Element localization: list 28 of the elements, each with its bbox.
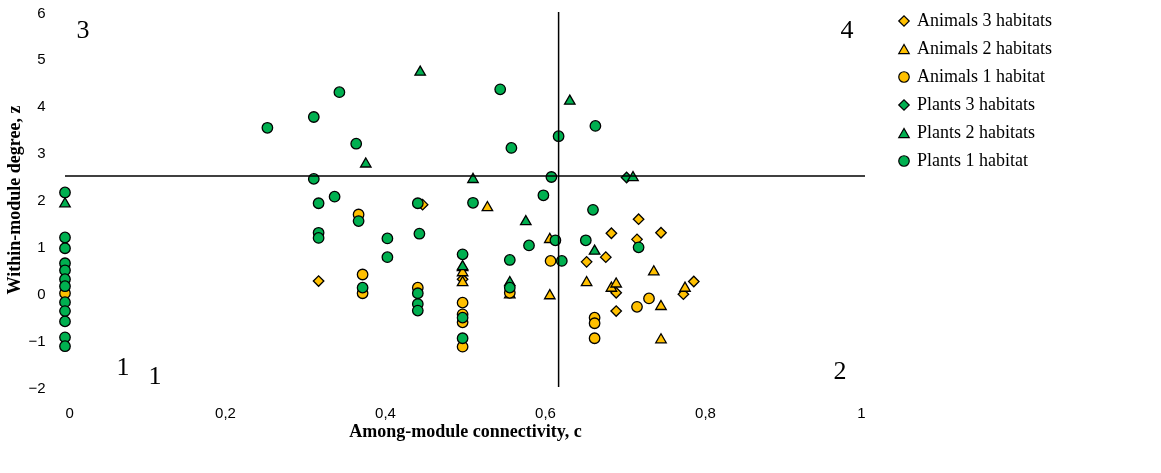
y-tick-label: 2 xyxy=(37,191,46,208)
y-tick-label: −1 xyxy=(28,331,46,349)
y-axis-title: Within-module degree, z xyxy=(4,105,25,295)
x-tick-label: 0,6 xyxy=(535,403,556,421)
x-tick-label: 0,8 xyxy=(695,403,716,421)
y-tick-label: 1 xyxy=(37,237,46,255)
x-tick-label: 0,2 xyxy=(215,403,236,421)
legend-label: Plants 1 habitat xyxy=(917,150,1028,170)
y-tick-label: 3 xyxy=(37,144,46,162)
annotation: 2 xyxy=(833,356,847,385)
annotation: 4 xyxy=(840,15,854,44)
x-tick-label: 0,4 xyxy=(375,403,396,421)
annotation: 3 xyxy=(76,15,90,44)
annotation: 1 xyxy=(116,352,130,381)
y-tick-label: 6 xyxy=(37,3,46,21)
y-tick-label: 5 xyxy=(37,50,46,68)
legend-label: Plants 3 habitats xyxy=(917,94,1035,114)
annotation: 1 xyxy=(148,361,162,390)
legend-label: Animals 3 habitats xyxy=(917,10,1052,30)
x-axis-title: Among-module connectivity, c xyxy=(349,420,582,441)
x-tick-label: 0 xyxy=(65,403,74,421)
legend-label: Animals 1 habitat xyxy=(917,66,1045,86)
legend-label: Plants 2 habitats xyxy=(917,122,1035,142)
legend-label: Animals 2 habitats xyxy=(917,38,1052,58)
y-tick-label: −2 xyxy=(28,378,46,396)
y-tick-label: 0 xyxy=(37,284,46,302)
y-tick-label: 4 xyxy=(37,97,46,115)
x-tick-label: 1 xyxy=(857,403,866,421)
